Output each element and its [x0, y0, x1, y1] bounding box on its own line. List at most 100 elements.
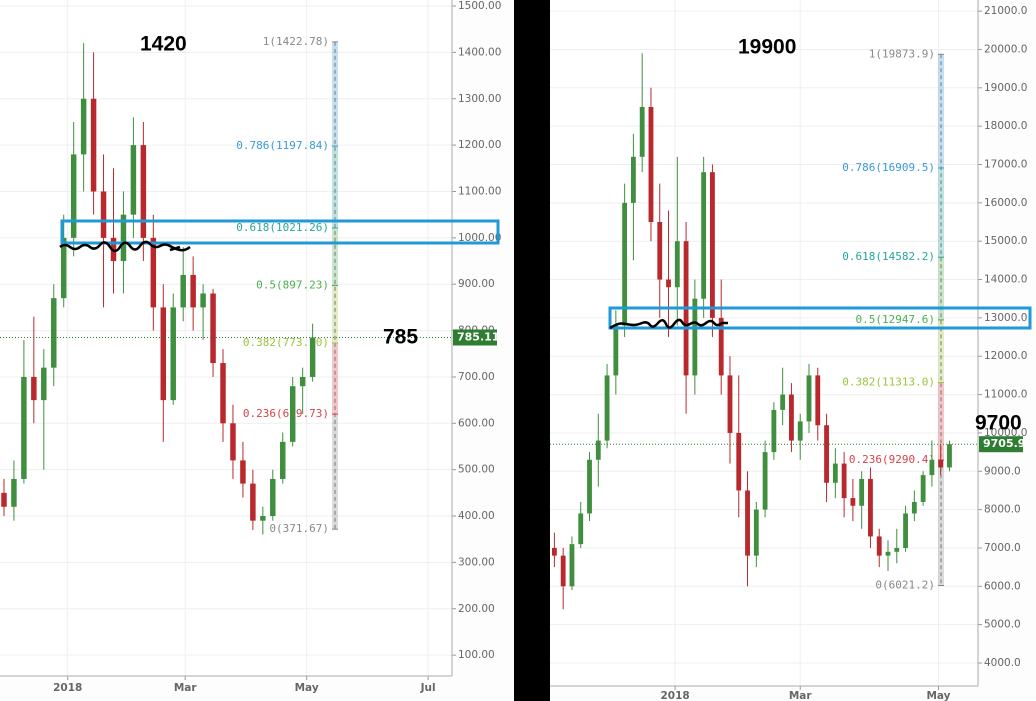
candle-body: [938, 459, 944, 468]
fib-label: 1(19873.9): [869, 47, 935, 60]
candle-body: [180, 274, 186, 308]
annotation: 1420: [140, 33, 187, 56]
y-tick-label: 1300.00: [458, 93, 501, 105]
x-tick-label: 2018: [660, 690, 689, 701]
candle-body: [604, 375, 610, 441]
candle-body: [824, 425, 829, 483]
candle-body: [947, 444, 952, 468]
candle-body: [130, 145, 137, 215]
candle-body: [270, 478, 276, 517]
y-tick-label: 500.00: [458, 464, 495, 476]
candle-body: [876, 536, 882, 556]
candle-body: [613, 325, 619, 376]
candle-body: [309, 337, 316, 377]
candle-body: [240, 460, 246, 484]
candle-body: [929, 459, 935, 476]
y-tick-label: 900.00: [458, 278, 495, 290]
y-tick-label: 18000.0: [984, 120, 1027, 132]
candle-body: [736, 432, 742, 491]
candle-body: [859, 478, 865, 506]
candle-body: [289, 386, 296, 442]
candle-body: [701, 172, 707, 299]
annotation: 785: [383, 326, 418, 349]
candle-body: [587, 459, 592, 514]
candle-body: [70, 154, 77, 238]
y-tick-label: 200.00: [458, 603, 495, 615]
candle-body: [595, 440, 601, 460]
y-tick-label: 19000.0: [984, 82, 1027, 94]
last-price-label: 9705.9: [983, 437, 1025, 450]
plot-area: [550, 0, 978, 686]
candle-body: [806, 375, 812, 422]
fib-label: 0.618(14582.2): [842, 250, 935, 263]
x-tick-label: May: [926, 690, 950, 701]
candle-body: [903, 513, 908, 548]
x-tick-label: Mar: [174, 682, 198, 694]
y-tick-label: 1200.00: [458, 139, 501, 151]
candle-body: [250, 483, 256, 521]
candle-body: [762, 452, 768, 510]
fib-band: [332, 146, 338, 228]
candle-body: [797, 421, 803, 441]
zone-box: [608, 306, 1032, 330]
candle-body: [51, 298, 57, 368]
fib-label: 0.5(12947.6): [856, 313, 935, 326]
x-tick-label: Jul: [420, 682, 436, 694]
fib-label: 1(1422.78): [263, 35, 329, 48]
candle-body: [674, 241, 680, 288]
y-tick-label: 13000.0: [984, 312, 1027, 324]
candle-body: [745, 490, 750, 556]
candle-body: [692, 298, 698, 376]
candle-body: [920, 475, 926, 502]
x-tick-label: 2018: [53, 682, 82, 694]
y-tick-label: 10000.0: [984, 427, 1027, 439]
fib-label: 0(371.67): [269, 522, 329, 535]
y-tick-label: 100.00: [458, 649, 495, 661]
candle-body: [630, 156, 636, 203]
y-tick-label: 7000.0: [984, 542, 1021, 554]
plot: 4000.0 5000.0 6000.0 7000.0 8000.0 9000.0 1000…: [550, 0, 1027, 701]
y-tick-label: 9000.0: [984, 465, 1021, 477]
candle-body: [780, 394, 786, 410]
fib-label: 0.618(1021.26): [236, 221, 329, 234]
plot: 100.00 200.00 300.00 400.00 500.00 600.00 700.…: [0, 0, 501, 694]
candle-body: [832, 463, 838, 483]
candle-body: [120, 214, 127, 262]
candle-body: [230, 423, 236, 461]
candle-body: [894, 547, 900, 552]
fib-label: 0.236(619.73): [243, 407, 329, 420]
candle-body: [710, 172, 715, 318]
y-tick-label: 6000.0: [984, 580, 1021, 592]
candle-body: [31, 376, 37, 401]
y-tick-label: 20000.0: [984, 43, 1027, 55]
candle-body: [622, 202, 628, 326]
candle-body: [1, 492, 7, 507]
candle-body: [911, 501, 917, 514]
last-price-box: [979, 436, 1023, 453]
y-tick-label: 15000.0: [984, 235, 1027, 247]
last-price-label: 785.11: [457, 330, 499, 343]
y-tick-label: 11000.0: [984, 389, 1027, 401]
y-tick-label: 12000.0: [984, 350, 1027, 362]
candle-body: [551, 547, 557, 556]
x-tick-label: Mar: [789, 690, 813, 701]
candle-body: [771, 409, 777, 453]
candle-body: [569, 544, 575, 587]
candle-body: [100, 191, 107, 238]
candle-body: [789, 394, 794, 441]
fib-label: 0.382(11313.0): [842, 376, 935, 389]
fib-band: [938, 460, 944, 586]
y-tick-label: 16000.0: [984, 197, 1027, 209]
y-tick-label: 400.00: [458, 510, 495, 522]
candle-body: [718, 317, 724, 376]
y-tick-label: 4000.0: [984, 657, 1021, 669]
candle-body: [815, 375, 821, 426]
candle-body: [280, 441, 286, 479]
y-tick-label: 1000.00: [458, 232, 501, 244]
candle-body: [170, 307, 176, 401]
candle-body: [578, 513, 584, 545]
candle-body: [210, 293, 216, 364]
candle-body: [11, 478, 17, 507]
scribble: [59, 240, 191, 253]
